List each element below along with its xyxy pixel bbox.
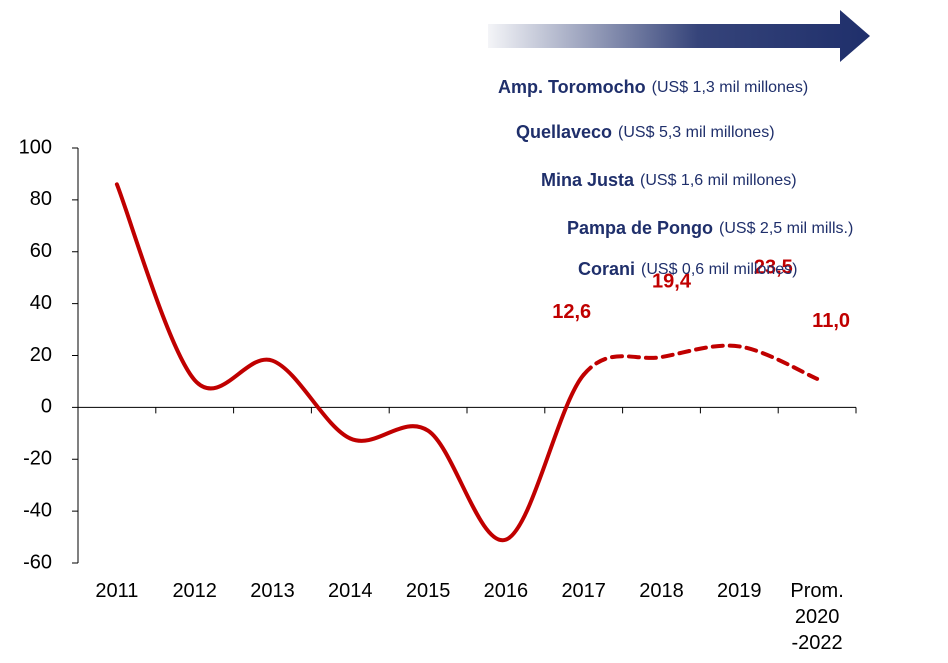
annotation-detail: (US$ 1,3 mil millones) [652,79,808,96]
line-actual [114,182,586,542]
y-tick-label: -40 [23,499,52,521]
annotation: Quellaveco (US$ 5,3 mil millones) [516,122,775,142]
line-projected [581,343,820,381]
annotation-detail: (US$ 2,5 mil mills.) [719,220,853,237]
y-tick-label: -60 [23,551,52,573]
annotation-name: Quellaveco [516,122,612,142]
data-label: 19,4 [652,270,692,292]
x-tick-label: 2019 [717,580,762,602]
x-tick-label: Prom. 2020 -2022 [790,580,844,654]
annotation: Amp. Toromocho (US$ 1,3 mil millones) [498,77,808,97]
y-tick-label: 40 [30,292,52,314]
y-tick-label: -20 [23,448,52,470]
y-tick-label: 0 [41,396,52,418]
data-label: 12,6 [552,301,591,323]
x-tick-label: 2018 [639,580,684,602]
annotation-detail: (US$ 5,3 mil millones) [618,124,774,141]
annotation: Pampa de Pongo (US$ 2,5 mil mills.) [567,218,853,238]
x-tick-label: 2012 [172,580,217,602]
annotation: Mina Justa (US$ 1,6 mil millones) [541,170,797,190]
x-tick-label: 2017 [561,580,606,602]
data-label: 11,0 [812,310,850,332]
annotation-name: Corani [578,259,635,279]
x-tick-label: 2011 [95,580,139,602]
annotation-detail: (US$ 1,6 mil millones) [640,172,796,189]
annotation-name: Mina Justa [541,170,635,190]
y-tick-label: 60 [30,240,52,262]
data-label: 23,5 [754,257,793,279]
y-tick-label: 20 [30,344,52,366]
annotation-name: Amp. Toromocho [498,77,646,97]
arrow [488,10,870,62]
x-tick-label: 2016 [483,580,529,602]
annotation: Corani (US$ 0,6 mil millones) [578,259,798,279]
y-tick-label: 100 [19,136,52,158]
y-tick-label: 80 [30,188,52,210]
annotation-detail: (US$ 0,6 mil millones) [641,261,797,278]
annotation-name: Pampa de Pongo [567,218,713,238]
x-tick-label: 2013 [250,580,295,602]
x-tick-label: 2014 [328,580,373,602]
x-tick-label: 2015 [405,580,451,602]
